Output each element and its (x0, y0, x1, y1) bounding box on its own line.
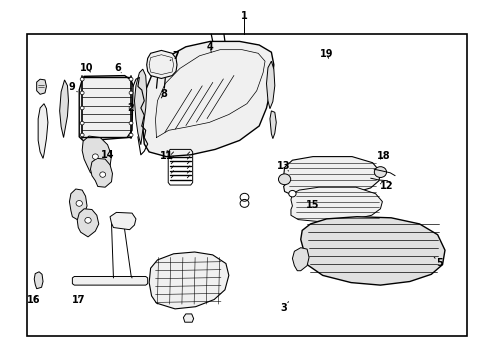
Polygon shape (82, 136, 111, 174)
Ellipse shape (129, 91, 133, 95)
Text: 15: 15 (305, 200, 319, 210)
Ellipse shape (76, 201, 82, 206)
Text: 17: 17 (71, 294, 85, 305)
Polygon shape (146, 50, 177, 78)
Text: 6: 6 (114, 63, 121, 73)
Polygon shape (183, 314, 193, 322)
Polygon shape (269, 111, 276, 139)
Ellipse shape (92, 154, 98, 159)
Ellipse shape (129, 106, 133, 110)
Text: 3: 3 (280, 303, 286, 313)
Ellipse shape (80, 91, 84, 95)
Polygon shape (292, 248, 308, 271)
Ellipse shape (129, 133, 133, 137)
Text: 4: 4 (206, 42, 213, 52)
Text: 14: 14 (101, 150, 114, 160)
Text: 10: 10 (80, 63, 94, 73)
Polygon shape (38, 104, 48, 158)
Ellipse shape (80, 77, 84, 81)
Ellipse shape (85, 217, 91, 223)
Text: 12: 12 (379, 181, 392, 192)
Polygon shape (290, 187, 382, 221)
Bar (27, 34, 466, 336)
Polygon shape (134, 69, 146, 145)
Polygon shape (77, 209, 99, 237)
Text: 11: 11 (159, 150, 173, 161)
Polygon shape (300, 217, 444, 285)
Ellipse shape (374, 167, 386, 177)
Polygon shape (79, 76, 133, 141)
Text: 2: 2 (127, 103, 134, 113)
Polygon shape (60, 80, 68, 138)
Text: 16: 16 (26, 294, 40, 305)
Text: 5: 5 (436, 258, 443, 268)
Polygon shape (142, 41, 273, 157)
Ellipse shape (80, 121, 84, 125)
Ellipse shape (80, 133, 84, 137)
Ellipse shape (80, 106, 84, 110)
Polygon shape (110, 212, 136, 230)
Text: 8: 8 (160, 89, 167, 99)
Polygon shape (266, 61, 274, 109)
Polygon shape (149, 252, 228, 309)
Text: 1: 1 (241, 11, 247, 21)
Polygon shape (37, 79, 46, 94)
Ellipse shape (129, 77, 133, 81)
Text: 7: 7 (172, 51, 179, 61)
Text: 13: 13 (276, 161, 290, 171)
Ellipse shape (278, 174, 290, 185)
Polygon shape (283, 157, 380, 196)
Polygon shape (69, 189, 87, 220)
Polygon shape (72, 276, 147, 285)
Text: 19: 19 (319, 49, 333, 59)
Ellipse shape (129, 121, 133, 125)
Ellipse shape (100, 172, 105, 177)
Text: 18: 18 (376, 150, 390, 161)
Polygon shape (34, 272, 43, 289)
Polygon shape (90, 158, 112, 187)
Ellipse shape (288, 190, 296, 197)
Text: 9: 9 (69, 82, 76, 92)
